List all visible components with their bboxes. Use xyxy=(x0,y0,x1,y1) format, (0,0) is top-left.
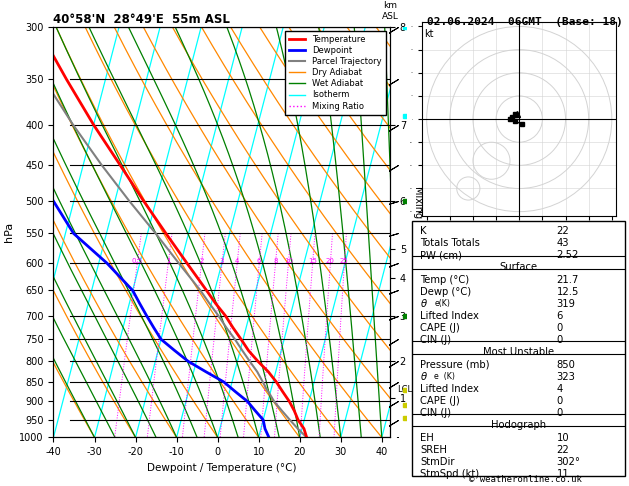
Text: 02.06.2024  06GMT  (Base: 18): 02.06.2024 06GMT (Base: 18) xyxy=(427,17,623,27)
Text: LCL: LCL xyxy=(397,385,412,395)
Text: 12.5: 12.5 xyxy=(557,287,579,297)
Text: 10: 10 xyxy=(284,258,292,263)
Text: CIN (J): CIN (J) xyxy=(421,408,452,418)
Text: PW (cm): PW (cm) xyxy=(421,250,462,260)
Text: 40°58'N  28°49'E  55m ASL: 40°58'N 28°49'E 55m ASL xyxy=(53,13,230,26)
Text: SREH: SREH xyxy=(421,445,447,455)
Text: StmSpd (kt): StmSpd (kt) xyxy=(421,469,480,479)
Text: 0: 0 xyxy=(557,335,563,346)
Text: Lifted Index: Lifted Index xyxy=(421,384,479,394)
Text: 11: 11 xyxy=(557,469,569,479)
Text: Hodograph: Hodograph xyxy=(491,420,546,431)
Text: CAPE (J): CAPE (J) xyxy=(421,396,460,406)
Text: CAPE (J): CAPE (J) xyxy=(421,323,460,333)
Text: Most Unstable: Most Unstable xyxy=(482,347,554,358)
Text: Pressure (mb): Pressure (mb) xyxy=(421,360,490,370)
Text: K: K xyxy=(421,226,427,236)
Text: 323: 323 xyxy=(557,372,576,382)
Text: 20: 20 xyxy=(326,258,335,263)
Text: Temp (°C): Temp (°C) xyxy=(421,275,470,285)
Text: 22: 22 xyxy=(557,226,569,236)
Text: EH: EH xyxy=(421,433,434,443)
Y-axis label: hPa: hPa xyxy=(4,222,14,242)
Text: 15: 15 xyxy=(308,258,317,263)
Text: 0: 0 xyxy=(557,408,563,418)
Text: 43: 43 xyxy=(557,238,569,248)
Text: 22: 22 xyxy=(557,445,569,455)
Text: θ: θ xyxy=(421,299,426,309)
Text: 6: 6 xyxy=(257,258,262,263)
Text: 1: 1 xyxy=(166,258,170,263)
Text: e(K): e(K) xyxy=(434,299,450,308)
Text: 302°: 302° xyxy=(557,457,581,467)
Text: 850: 850 xyxy=(557,360,576,370)
Text: 10: 10 xyxy=(557,433,569,443)
Text: km
ASL: km ASL xyxy=(382,1,398,20)
Text: θ: θ xyxy=(421,372,426,382)
Text: Surface: Surface xyxy=(499,262,537,273)
Text: Lifted Index: Lifted Index xyxy=(421,311,479,321)
Text: Dewp (°C): Dewp (°C) xyxy=(421,287,472,297)
Text: 8: 8 xyxy=(273,258,277,263)
Text: 319: 319 xyxy=(557,299,576,309)
Text: 4: 4 xyxy=(557,384,563,394)
Text: 2: 2 xyxy=(199,258,204,263)
Text: 6: 6 xyxy=(557,311,563,321)
Text: CIN (J): CIN (J) xyxy=(421,335,452,346)
Text: e  (K): e (K) xyxy=(434,372,455,381)
Text: 0: 0 xyxy=(557,396,563,406)
X-axis label: Dewpoint / Temperature (°C): Dewpoint / Temperature (°C) xyxy=(147,463,296,473)
Text: 21.7: 21.7 xyxy=(557,275,579,285)
Text: Totals Totals: Totals Totals xyxy=(421,238,481,248)
Text: 2.52: 2.52 xyxy=(557,250,579,260)
Text: © weatheronline.co.uk: © weatheronline.co.uk xyxy=(469,474,582,484)
Text: 3: 3 xyxy=(220,258,224,263)
Text: 25: 25 xyxy=(340,258,348,263)
Text: 4: 4 xyxy=(235,258,239,263)
Text: 0: 0 xyxy=(557,323,563,333)
Y-axis label: Mixing Ratio (g/kg): Mixing Ratio (g/kg) xyxy=(413,186,423,278)
Text: 0.5: 0.5 xyxy=(131,258,143,263)
Legend: Temperature, Dewpoint, Parcel Trajectory, Dry Adiabat, Wet Adiabat, Isotherm, Mi: Temperature, Dewpoint, Parcel Trajectory… xyxy=(284,31,386,115)
Text: kt: kt xyxy=(425,29,434,39)
Text: StmDir: StmDir xyxy=(421,457,455,467)
